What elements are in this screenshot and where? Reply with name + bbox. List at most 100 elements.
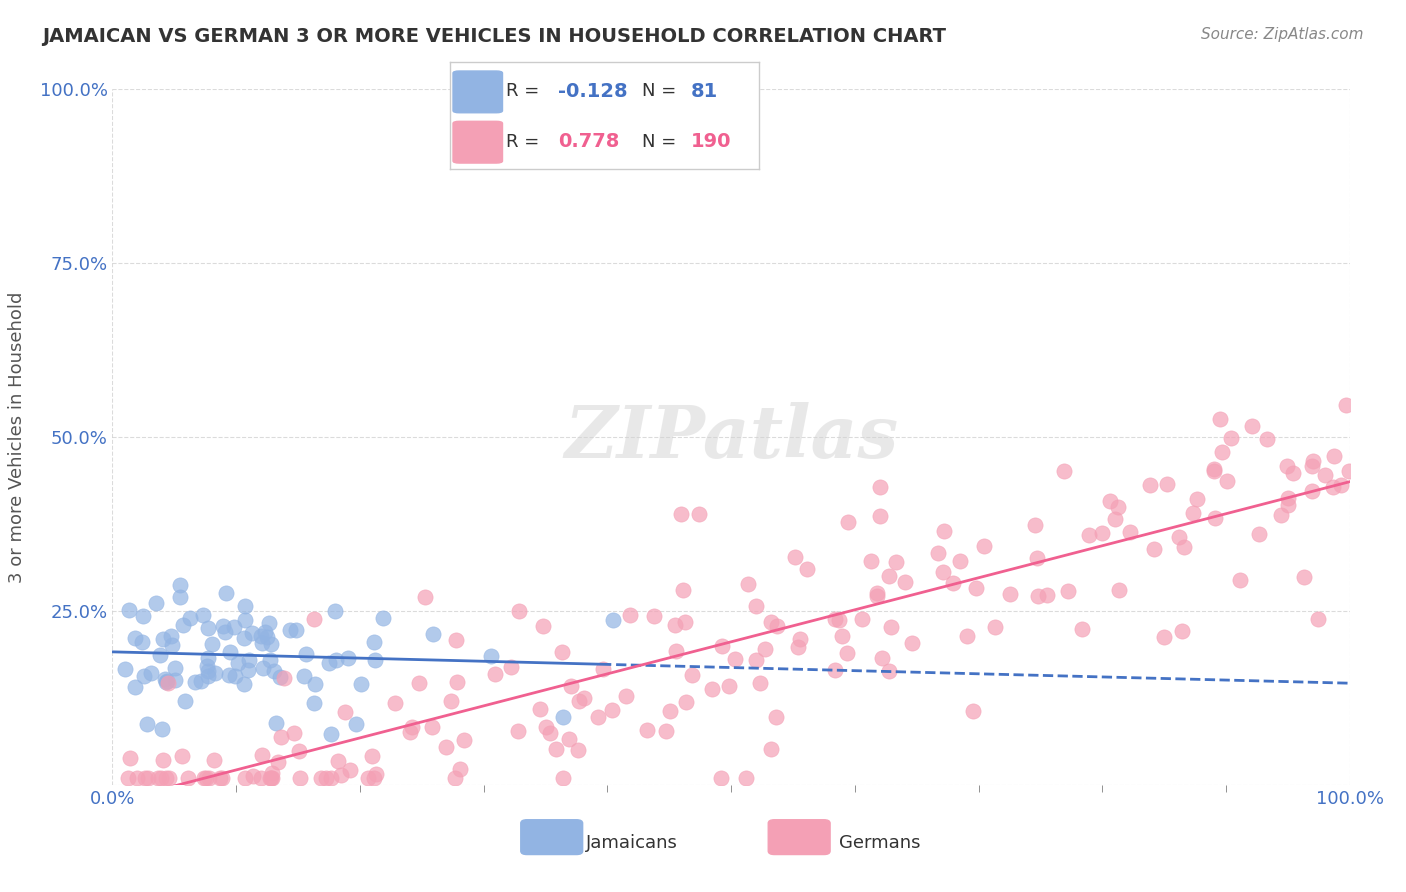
FancyBboxPatch shape [453,71,502,112]
Y-axis label: 3 or more Vehicles in Household: 3 or more Vehicles in Household [7,292,25,582]
Point [1143,542,1166,557]
Point [156,674,179,689]
Point [269,670,291,684]
Point [408,676,430,690]
Point [602,613,624,627]
Point [224,668,246,682]
Point [259,616,281,631]
Point [197,621,219,635]
Point [215,585,238,599]
Point [440,694,463,708]
Point [413,590,436,604]
Point [360,748,382,763]
Point [824,611,846,625]
Point [256,630,278,644]
Point [249,771,271,785]
Point [384,696,406,710]
Point [1306,612,1329,626]
Point [195,771,218,785]
Point [866,585,889,599]
Point [877,568,900,582]
Point [329,767,352,781]
Point [260,771,283,785]
Point [851,612,873,626]
Point [155,675,177,690]
Point [337,650,360,665]
Point [270,731,292,745]
Point [1024,518,1046,533]
Text: Source: ZipAtlas.com: Source: ZipAtlas.com [1201,27,1364,42]
Point [160,639,183,653]
Point [120,751,142,765]
Point [508,605,530,619]
Point [444,771,467,785]
Point [292,669,315,683]
Point [600,702,623,716]
Point [364,767,387,781]
Point [710,771,733,785]
Point [339,763,361,777]
Point [172,618,194,632]
Point [254,625,277,640]
Text: 81: 81 [692,82,718,101]
Point [544,741,567,756]
Point [1171,624,1194,638]
Point [236,663,259,677]
Point [146,771,169,785]
Point [673,615,696,630]
Point [252,661,274,675]
Point [553,710,575,724]
Point [870,651,893,665]
Point [1057,584,1080,599]
Point [973,539,995,553]
Point [124,680,146,694]
Point [734,771,756,785]
Point [664,618,686,632]
Point [295,647,318,661]
Point [163,660,186,674]
Point [132,668,155,682]
Point [401,720,423,734]
Point [1229,573,1251,587]
Point [1323,449,1346,463]
Point [759,742,782,756]
Point [658,705,681,719]
Point [737,577,759,591]
Point [219,645,242,659]
Point [927,546,949,560]
Point [371,611,394,625]
Point [318,656,340,670]
Point [1156,477,1178,491]
Point [619,608,641,623]
Point [321,771,343,785]
Point [323,604,346,618]
Point [1322,480,1344,494]
Point [226,657,249,671]
Point [1168,530,1191,544]
Point [197,665,219,679]
Point [614,689,637,703]
Point [932,524,955,538]
Point [152,753,174,767]
Point [1240,419,1263,434]
Point [675,695,697,709]
Point [1334,398,1357,412]
Point [278,623,301,637]
Point [127,771,149,785]
Point [1339,465,1361,479]
Point [796,562,818,576]
Point [765,710,787,724]
Point [214,625,236,640]
Point [1301,483,1323,498]
Point [1216,474,1239,488]
FancyBboxPatch shape [520,820,582,855]
Point [761,615,783,629]
Point [152,632,174,646]
Point [1202,461,1225,475]
Point [145,596,167,610]
Point [894,575,917,590]
Point [335,705,357,719]
Point [163,673,186,687]
Point [250,636,273,650]
Point [827,613,849,627]
